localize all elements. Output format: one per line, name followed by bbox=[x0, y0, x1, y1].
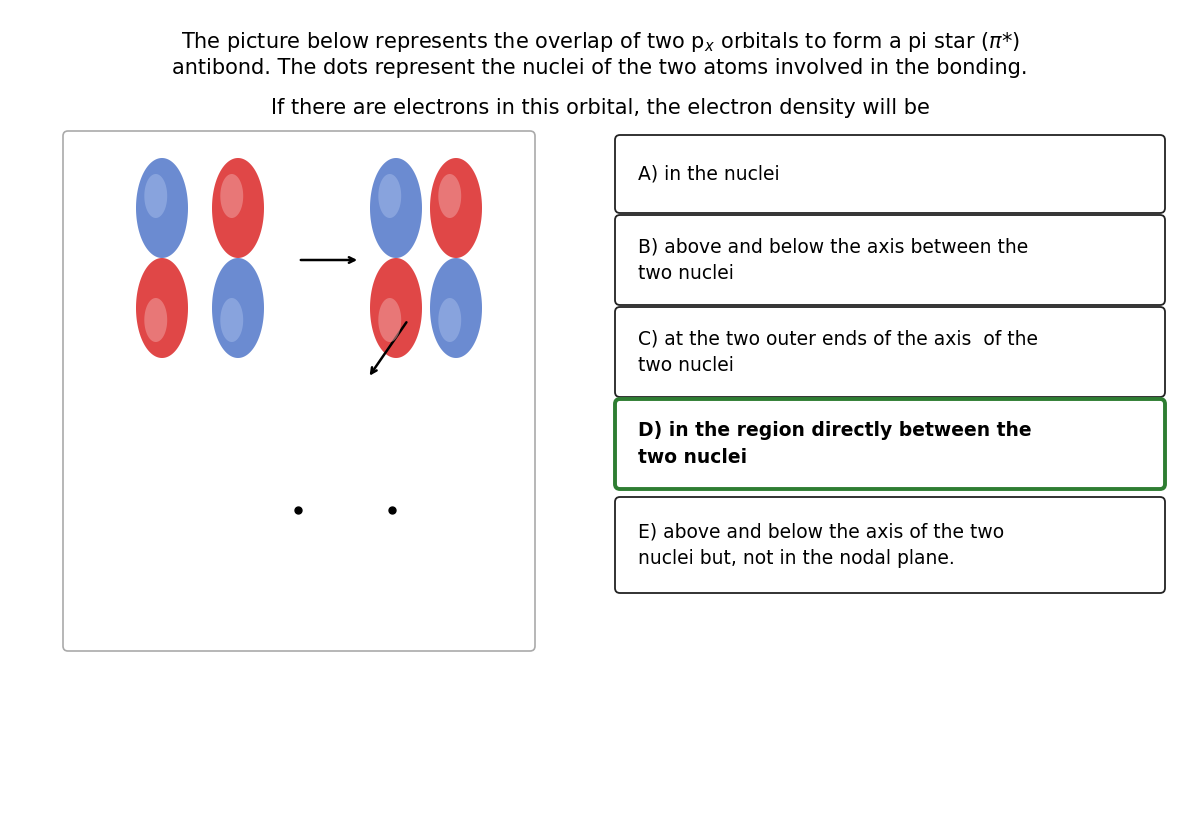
Text: B) above and below the axis between the
two nuclei: B) above and below the axis between the … bbox=[638, 237, 1028, 282]
Polygon shape bbox=[221, 174, 244, 218]
Polygon shape bbox=[370, 258, 422, 358]
Polygon shape bbox=[212, 258, 264, 358]
Polygon shape bbox=[438, 298, 461, 342]
Text: E) above and below the axis of the two
nuclei but, not in the nodal plane.: E) above and below the axis of the two n… bbox=[638, 522, 1004, 568]
Text: A) in the nuclei: A) in the nuclei bbox=[638, 164, 780, 184]
Polygon shape bbox=[221, 298, 244, 342]
Polygon shape bbox=[218, 510, 298, 580]
Polygon shape bbox=[144, 174, 167, 218]
Polygon shape bbox=[392, 510, 420, 535]
Text: antibond. The dots represent the nuclei of the two atoms involved in the bonding: antibond. The dots represent the nuclei … bbox=[173, 58, 1027, 78]
Text: C) at the two outer ends of the axis  of the
two nuclei: C) at the two outer ends of the axis of … bbox=[638, 329, 1038, 375]
FancyBboxPatch shape bbox=[616, 497, 1165, 593]
FancyBboxPatch shape bbox=[616, 399, 1165, 489]
Polygon shape bbox=[392, 440, 472, 510]
Polygon shape bbox=[430, 258, 482, 358]
FancyBboxPatch shape bbox=[616, 307, 1165, 397]
Polygon shape bbox=[392, 485, 420, 510]
Polygon shape bbox=[378, 174, 401, 218]
Text: D) in the region directly between the
two nuclei: D) in the region directly between the tw… bbox=[638, 422, 1032, 467]
Polygon shape bbox=[144, 298, 167, 342]
Polygon shape bbox=[136, 258, 188, 358]
Text: If there are electrons in this orbital, the electron density will be: If there are electrons in this orbital, … bbox=[270, 98, 930, 118]
FancyBboxPatch shape bbox=[64, 131, 535, 651]
Polygon shape bbox=[136, 158, 188, 258]
Text: The picture below represents the overlap of two p$_x$ orbitals to form a pi star: The picture below represents the overlap… bbox=[180, 30, 1020, 54]
Polygon shape bbox=[438, 174, 461, 218]
FancyBboxPatch shape bbox=[616, 215, 1165, 305]
Polygon shape bbox=[270, 485, 298, 510]
Polygon shape bbox=[430, 158, 482, 258]
Polygon shape bbox=[378, 298, 401, 342]
Polygon shape bbox=[270, 510, 298, 535]
Polygon shape bbox=[212, 158, 264, 258]
Polygon shape bbox=[392, 510, 472, 580]
FancyBboxPatch shape bbox=[616, 135, 1165, 213]
Polygon shape bbox=[218, 440, 298, 510]
Polygon shape bbox=[370, 158, 422, 258]
